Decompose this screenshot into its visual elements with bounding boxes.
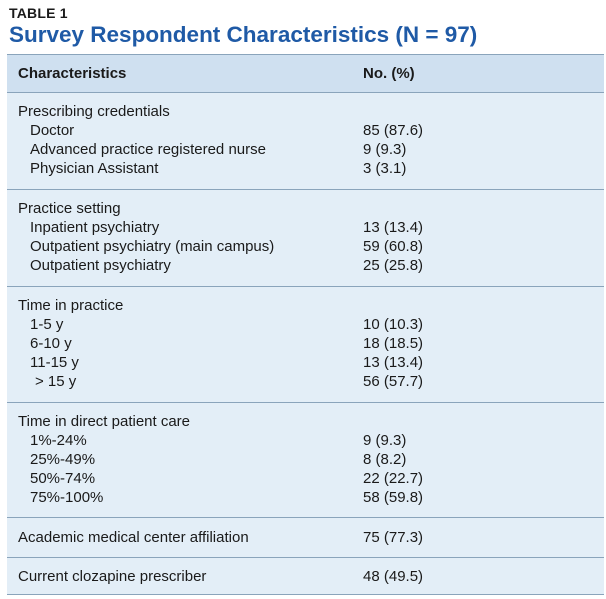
table-row: Inpatient psychiatry 13 (13.4): [7, 218, 604, 237]
row-label: Doctor: [30, 122, 75, 139]
row-value: 13 (13.4): [363, 354, 424, 371]
table-title: Survey Respondent Characteristics (N = 9…: [9, 22, 478, 47]
section-heading: Prescribing credentials: [18, 103, 170, 120]
section-time-in-direct-patient-care: Time in direct patient care 1%-24% 9 (9.…: [7, 403, 604, 518]
table-label: TABLE 1: [9, 5, 68, 21]
row-label: Physician Assistant: [30, 160, 159, 177]
row-value: 8 (8.2): [363, 451, 407, 468]
table-row: Advanced practice registered nurse 9 (9.…: [7, 140, 604, 159]
table-row: Physician Assistant 3 (3.1): [7, 159, 604, 178]
table-row: 25%-49% 8 (8.2): [7, 450, 604, 469]
row-label: 25%-49%: [30, 451, 96, 468]
table-row: 11-15 y 13 (13.4): [7, 353, 604, 372]
row-value: 18 (18.5): [363, 335, 424, 352]
table-row: 50%-74% 22 (22.7): [7, 469, 604, 488]
section-heading-row: Time in direct patient care: [7, 412, 604, 431]
row-value: 48 (49.5): [363, 568, 424, 585]
section-time-in-practice: Time in practice 1-5 y 10 (10.3) 6-10 y …: [7, 287, 604, 403]
row-label: > 15 y: [35, 373, 77, 390]
data-table: Characteristics No. (%) Prescribing cred…: [7, 54, 604, 595]
table-row: Outpatient psychiatry (main campus) 59 (…: [7, 237, 604, 256]
row-value: 3 (3.1): [363, 160, 407, 177]
section-heading: Time in direct patient care: [18, 413, 191, 430]
section-practice-setting: Practice setting Inpatient psychiatry 13…: [7, 190, 604, 287]
section-heading-row: Prescribing credentials: [7, 102, 604, 121]
section-heading-row: Time in practice: [7, 296, 604, 315]
row-value: 9 (9.3): [363, 432, 407, 449]
section-prescribing-credentials: Prescribing credentials Doctor 85 (87.6)…: [7, 93, 604, 190]
row-value: 56 (57.7): [363, 373, 424, 390]
table-row: > 15 y 56 (57.7): [7, 372, 604, 391]
row-label: 6-10 y: [30, 335, 72, 352]
section-clozapine-prescriber: Current clozapine prescriber 48 (49.5): [7, 558, 604, 595]
table-row: Doctor 85 (87.6): [7, 121, 604, 140]
table-row: 75%-100% 58 (59.8): [7, 488, 604, 507]
row-label: 75%-100%: [30, 489, 104, 506]
section-heading: Practice setting: [18, 200, 121, 217]
table-row: 6-10 y 18 (18.5): [7, 334, 604, 353]
row-label: Current clozapine prescriber: [18, 568, 207, 585]
row-value: 13 (13.4): [363, 219, 424, 236]
table-row: Outpatient psychiatry 25 (25.8): [7, 256, 604, 275]
row-label: Outpatient psychiatry: [30, 257, 171, 274]
row-value: 25 (25.8): [363, 257, 424, 274]
row-label: 50%-74%: [30, 470, 96, 487]
row-value: 9 (9.3): [363, 141, 407, 158]
table-header-row: Characteristics No. (%): [7, 54, 604, 93]
row-value: 59 (60.8): [363, 238, 424, 255]
section-academic-affiliation: Academic medical center affiliation 75 (…: [7, 518, 604, 558]
row-value: 85 (87.6): [363, 122, 424, 139]
row-label: 11-15 y: [30, 354, 79, 371]
section-heading-row: Practice setting: [7, 199, 604, 218]
section-heading: Time in practice: [18, 297, 124, 314]
row-label: Outpatient psychiatry (main campus): [30, 238, 275, 255]
column-header-characteristics: Characteristics: [18, 65, 127, 82]
table-row: Academic medical center affiliation 75 (…: [7, 528, 604, 547]
row-label: Academic medical center affiliation: [18, 529, 249, 546]
column-header-count: No. (%): [363, 65, 415, 82]
table-row: 1-5 y 10 (10.3): [7, 315, 604, 334]
row-label: Advanced practice registered nurse: [30, 141, 266, 158]
table-row: Current clozapine prescriber 48 (49.5): [7, 567, 604, 586]
row-value: 22 (22.7): [363, 470, 424, 487]
table-row: 1%-24% 9 (9.3): [7, 431, 604, 450]
row-value: 58 (59.8): [363, 489, 424, 506]
row-value: 10 (10.3): [363, 316, 424, 333]
row-label: 1-5 y: [30, 316, 64, 333]
row-label: Inpatient psychiatry: [30, 219, 160, 236]
row-value: 75 (77.3): [363, 529, 424, 546]
row-label: 1%-24%: [30, 432, 87, 449]
